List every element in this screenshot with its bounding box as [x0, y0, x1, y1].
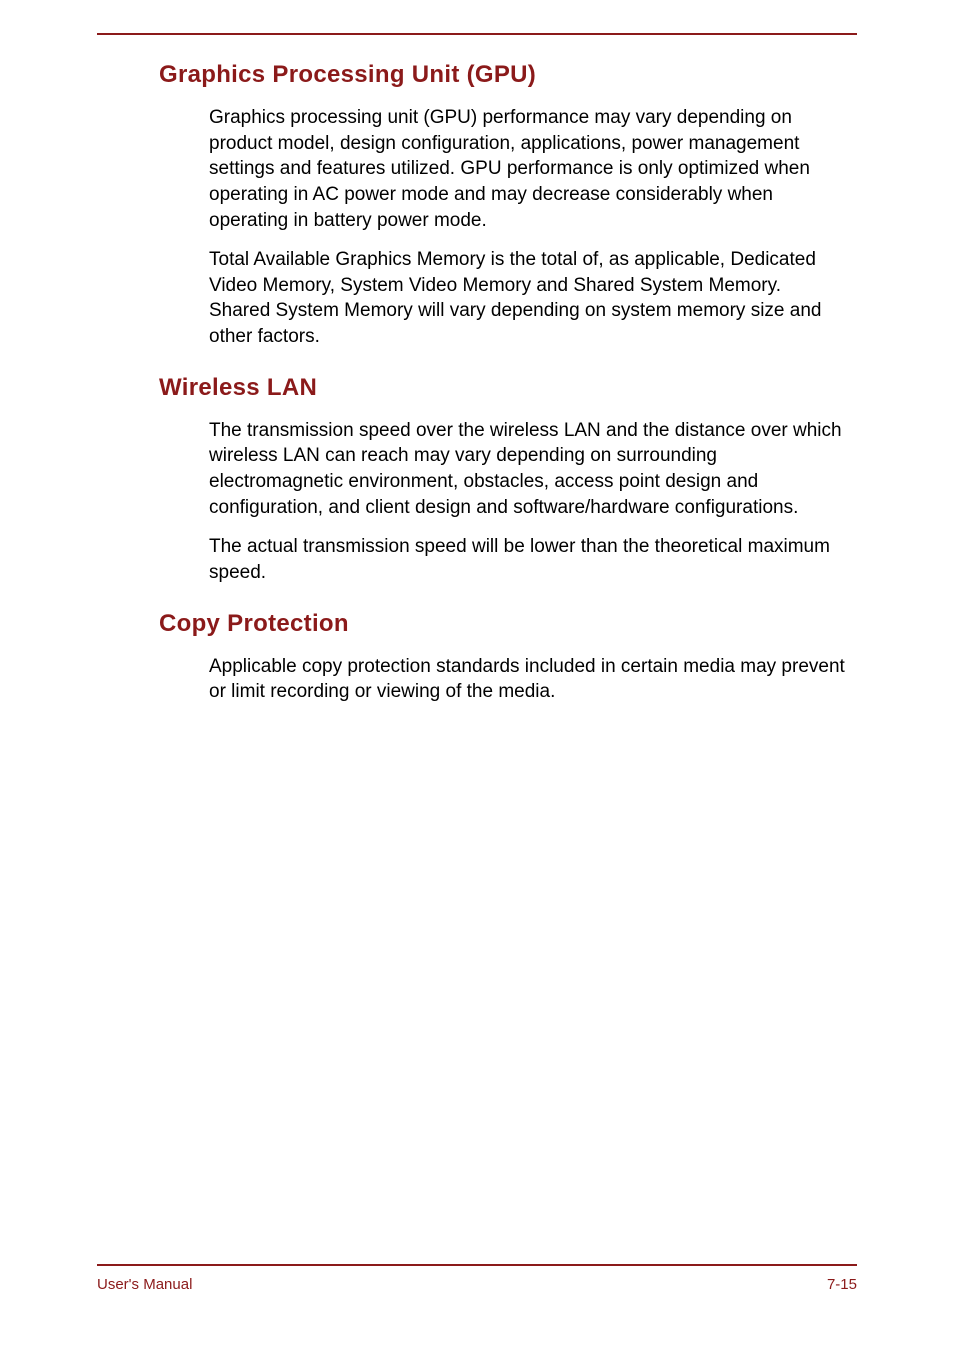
footer-left: User's Manual [97, 1276, 192, 1293]
footer-row: User's Manual 7-15 [97, 1276, 857, 1293]
footer-right: 7-15 [827, 1276, 857, 1293]
footer: User's Manual 7-15 [97, 1264, 857, 1293]
section-wireless-lan: Wireless LAN The transmission speed over… [97, 374, 857, 586]
paragraph: The transmission speed over the wireless… [209, 418, 847, 521]
paragraph: Graphics processing unit (GPU) performan… [209, 105, 847, 233]
section-copy-protection: Copy Protection Applicable copy protecti… [97, 610, 857, 705]
page-container: Graphics Processing Unit (GPU) Graphics … [0, 0, 954, 705]
paragraph: Applicable copy protection standards inc… [209, 654, 847, 705]
section-gpu: Graphics Processing Unit (GPU) Graphics … [97, 61, 857, 350]
paragraph: The actual transmission speed will be lo… [209, 534, 847, 585]
top-rule [97, 33, 857, 35]
paragraph: Total Available Graphics Memory is the t… [209, 247, 847, 350]
heading-wireless-lan: Wireless LAN [159, 374, 857, 402]
heading-copy-protection: Copy Protection [159, 610, 857, 638]
heading-gpu: Graphics Processing Unit (GPU) [159, 61, 857, 89]
footer-rule [97, 1264, 857, 1266]
